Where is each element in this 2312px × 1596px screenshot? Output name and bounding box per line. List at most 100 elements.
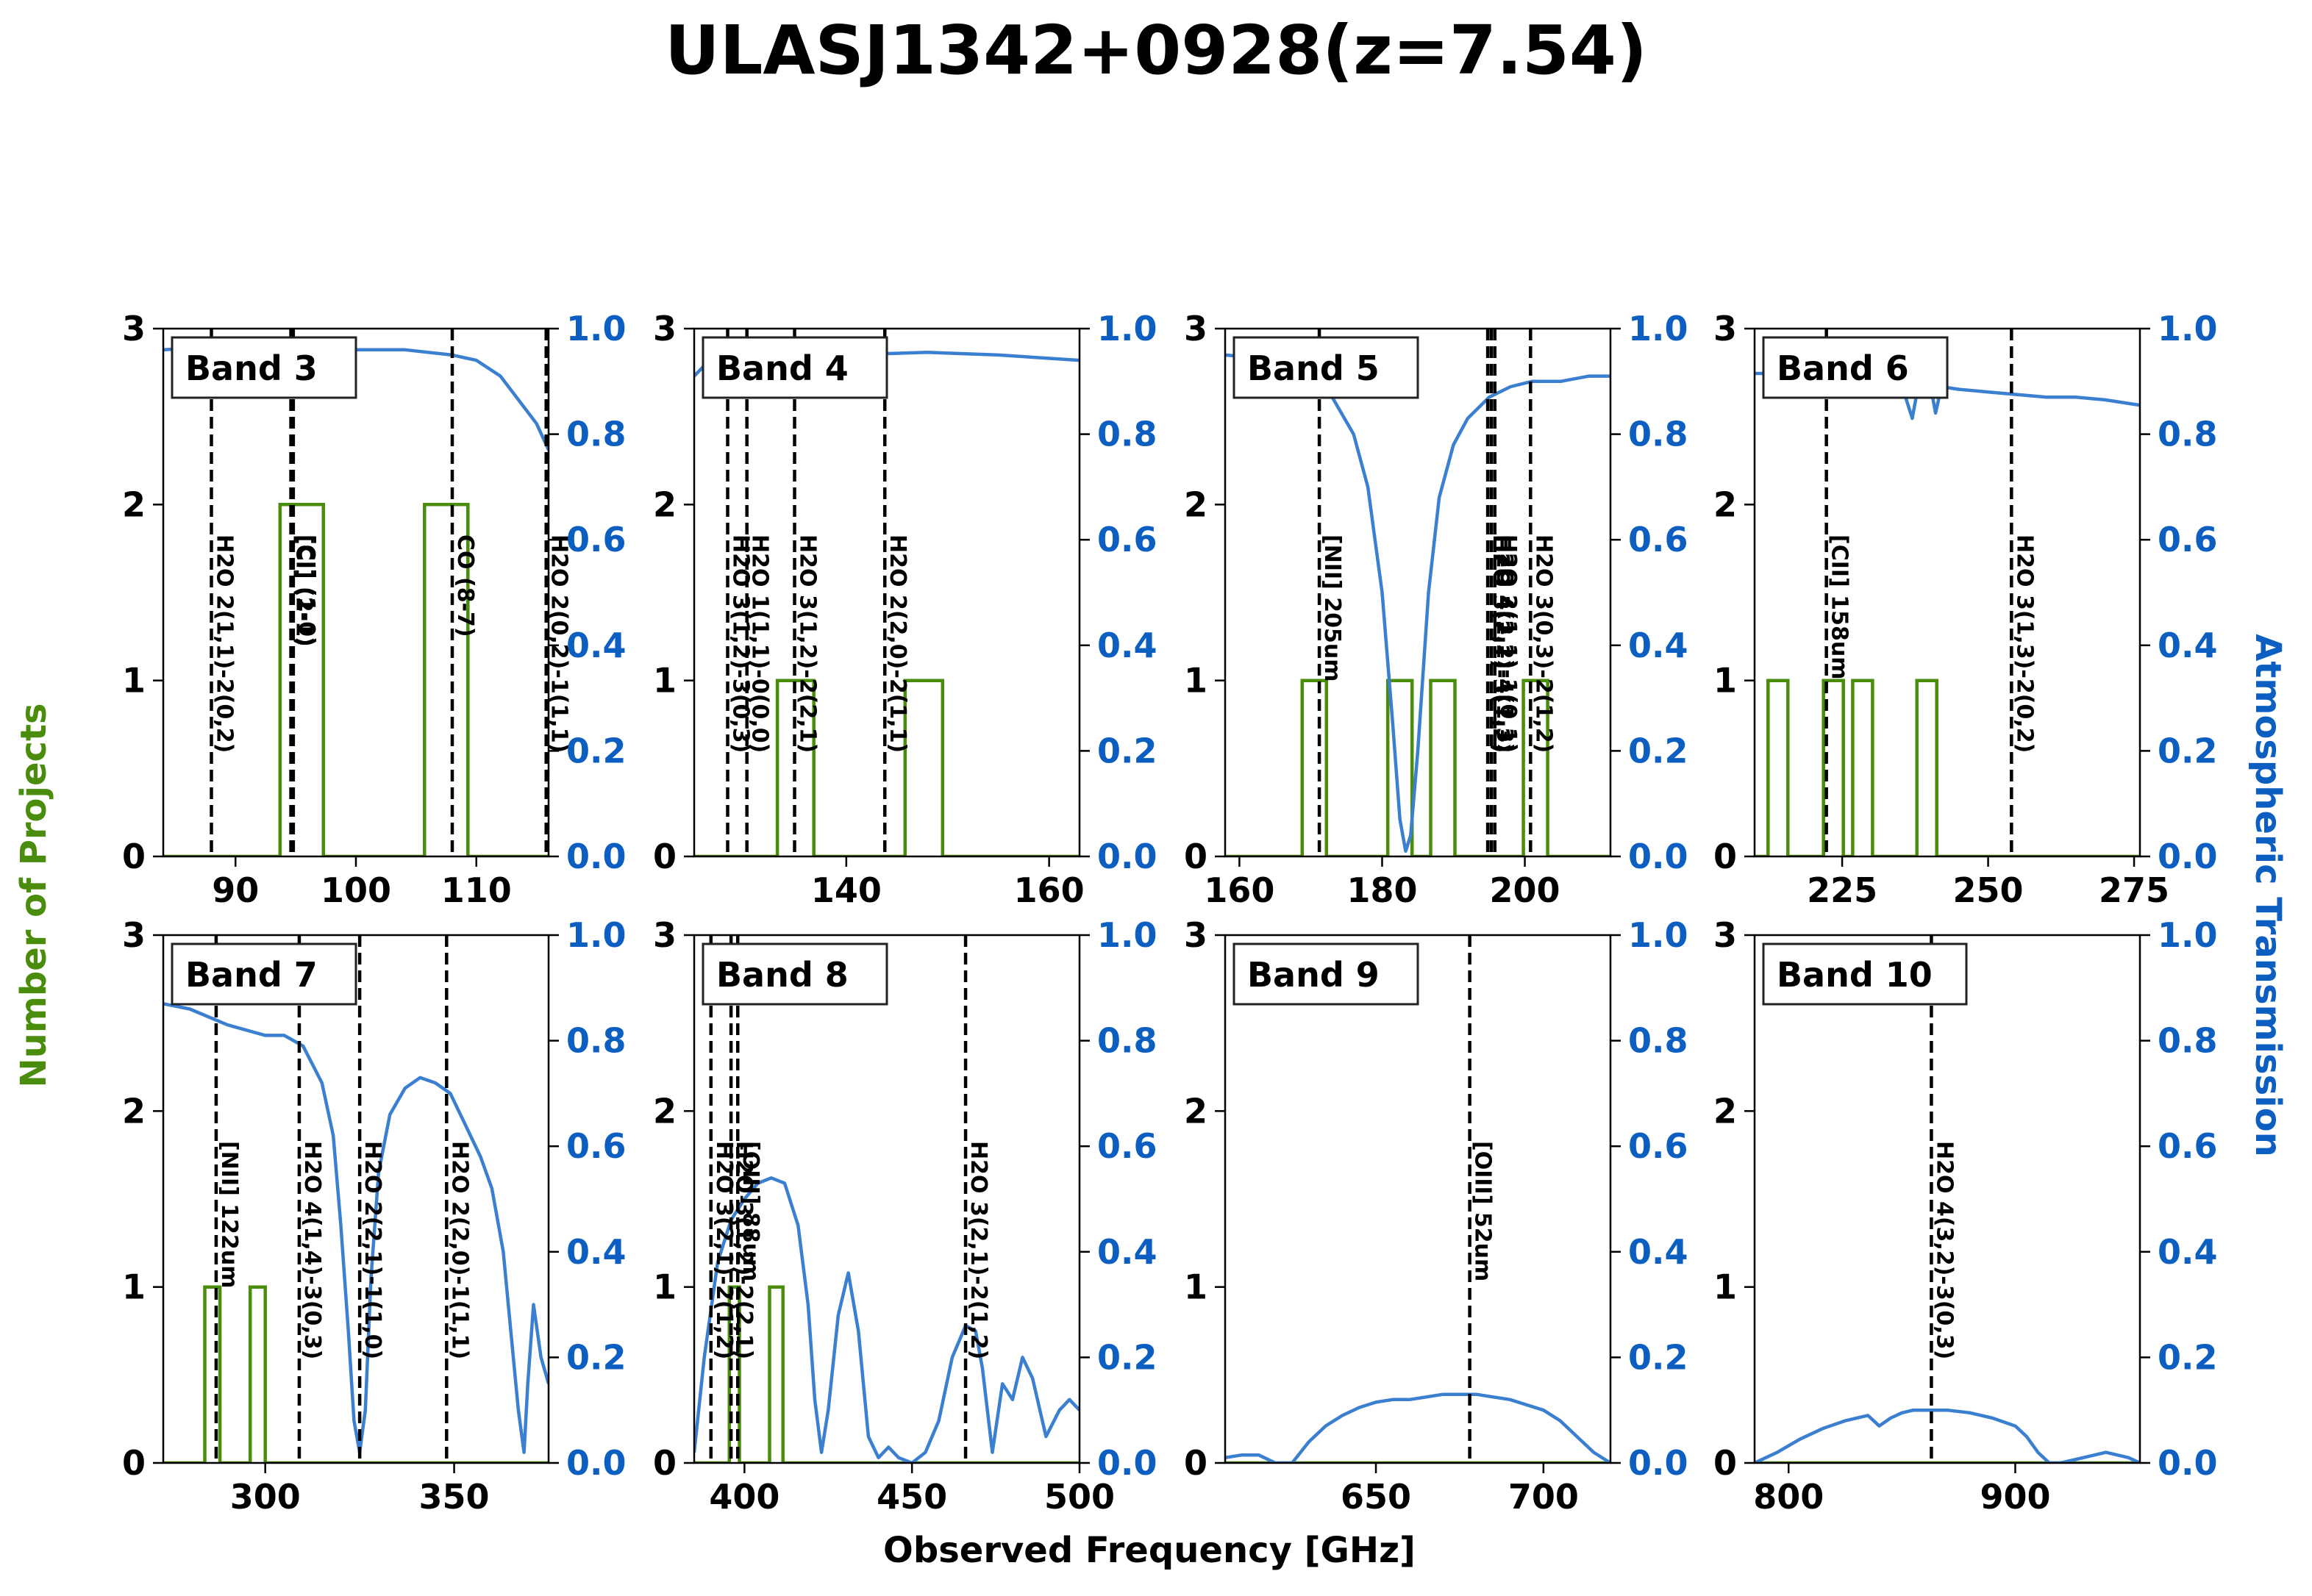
band-7-line-label-1: H2O 4(1,4)-3(0,3) [299,1141,325,1359]
band-4-xtick-label-0: 140 [811,870,882,910]
band-6-ytick-right-label-5: 1.0 [2158,309,2218,348]
panel-band-5: [NII] 205um H2O 3(2,1)-3(1,2)H2O 4(2,2)-4… [1184,309,1688,910]
band-6-label-box [1762,336,1949,399]
band-3-xtick-label-0: 90 [212,870,259,910]
band-6-line-label-1: H2O 3(1,3)-2(0,2) [2011,534,2037,753]
band-10-ytick-right-label-5: 1.0 [2158,915,2218,955]
band-8-ytick-left-label-1: 1 [653,1267,677,1307]
band-4-ytick-right-label-3: 0.6 [1097,520,1157,559]
band-8-plot-area [694,935,1080,1463]
band-10-xtick-label-0: 800 [1753,1477,1824,1517]
band-5-ytick-right-label-1: 0.2 [1628,731,1688,770]
band-7-ytick-right-label-5: 1.0 [566,915,627,955]
band-6-line-label-0: [CII] 158um [1827,534,1852,679]
band-8-label: Band 8 [716,955,849,995]
band-8-ytick-right-label-1: 0.2 [1097,1337,1157,1377]
band-7-ytick-right-label-4: 0.8 [566,1021,627,1061]
band-4-ytick-right-label-0: 0.0 [1097,837,1157,876]
band-10-ytick-right-label-2: 0.4 [2158,1232,2218,1272]
band-6-ytick-right-label-0: 0.0 [2158,837,2218,876]
band-4-line-label-1: H2O 1(1,1)-0(0,0) [747,534,773,753]
band-3-line-label-2: [CI] (1-0) [293,534,319,647]
band-4-frame [693,327,1081,858]
band-9-line-label-0: [OIII] 52um [1470,1141,1496,1281]
band-8-ytick-left-label-0: 0 [653,1443,677,1483]
band-4-ytick-left-label-3: 3 [653,309,677,348]
band-7-ytick-left-label-0: 0 [122,1443,146,1483]
panel-band-6: [CII] 158um H2O 3(1,3)-2(0,2) Band 6 225 250… [1713,309,2218,910]
band-9-ytick-right-label-5: 1.0 [1628,915,1688,955]
band-9-label-box [1232,942,1419,1006]
band-4-ytick-left-label-2: 2 [653,484,677,524]
band-3-xtick-label-2: 110 [441,870,512,910]
left-y-axis-label: Number of Projects [13,703,54,1087]
band-7-plot-area [163,935,549,1463]
band-3-ytick-left-label-0: 0 [122,837,146,876]
band-8-ytick-right-label-5: 1.0 [1097,915,1157,955]
band-7-line-label-3: H2O 2(2,0)-1(1,1) [446,1141,472,1359]
panel-band-7: [NII] 122um H2O 4(1,4)-3(0,3) H2O 2(2,1)-1… [122,915,627,1517]
band-9-ytick-left-label-3: 3 [1184,915,1207,955]
band-7-label-box [171,942,357,1006]
band-9-ytick-left-label-1: 1 [1184,1267,1207,1307]
band-8-ytick-left-label-2: 2 [653,1091,677,1131]
band-7-transmission-series [163,1002,549,1454]
band-9-xtick-label-0: 650 [1341,1477,1411,1517]
band-5-ytick-right-label-3: 0.6 [1628,520,1688,559]
panels: H2O 2(1,1)-2(0,2) [CI] (2-1)[CI] (1-0) CO … [122,309,2218,1517]
band-6-ytick-right-label-2: 0.4 [2158,626,2218,665]
band-5-line-label-1: H2O 3(2,1)-3(1,2) [1488,534,1513,753]
band-5-projects-series [1225,679,1610,856]
band-8-xtick-label-0: 400 [709,1477,779,1517]
band-4-line-label-2: H2O 3(1,2)-2(2,1) [795,534,821,753]
band-4-ytick-right-label-2: 0.4 [1097,626,1157,665]
band-10-frame [1753,934,2141,1464]
band-5-xtick-label-0: 160 [1204,870,1274,910]
band-5-ytick-left-label-2: 2 [1184,484,1207,524]
band-5-xtick-label-1: 180 [1346,870,1417,910]
band-9-plot-area [1225,935,1610,1463]
band-6-ytick-right-label-4: 0.8 [2158,415,2218,454]
band-3-ytick-left-label-3: 3 [122,309,146,348]
band-8-line-label-0: H2O 3(2,1)-2(1,2) [711,1141,737,1359]
band-4-ytick-right-label-5: 1.0 [1097,309,1157,348]
band-7-projects-series [163,1285,549,1463]
band-9-ytick-left-label-2: 2 [1184,1091,1207,1131]
band-5-ytick-left-label-3: 3 [1184,309,1207,348]
band-8-ytick-right-label-4: 0.8 [1097,1021,1157,1061]
band-5-line-label-0: [NII] 205um [1319,534,1345,682]
band-5-line-label-4: H2O 3(0,3)-2(1,2) [1530,534,1556,753]
band-4-label: Band 4 [716,348,849,388]
band-7-ytick-left-label-1: 1 [122,1267,146,1307]
band-7-ytick-left-label-2: 2 [122,1091,146,1131]
band-10-line-label-0: H2O 4(3,2)-3(0,3) [1931,1141,1957,1359]
band-8-line-label-1: H2O 3(1,2)-2(2,1) [731,1141,757,1359]
band-8-line-label-3: H2O 3(2,1)-2(1,2) [966,1141,991,1359]
band-9-ytick-right-label-3: 0.6 [1628,1126,1688,1166]
band-5-line-label-3: H2O 2(1,1)-1(0,1) [1495,534,1521,753]
band-5-line-label-2: H2O 4(2,2)-4(1,3) [1491,534,1517,753]
band-9-label: Band 9 [1247,955,1380,995]
band-3-ytick-left-label-2: 2 [122,484,146,524]
band-3-line-label-3: CO (8-7) [452,534,478,637]
band-6-xtick-label-2: 275 [2099,870,2169,910]
band-10-transmission-series [1755,1408,2140,1463]
band-6-ytick-left-label-2: 2 [1713,484,1737,524]
band-3-ytick-right-label-5: 1.0 [566,309,627,348]
x-axis-label: Observed Frequency [GHz] [883,1530,1416,1571]
band-4-projects-series [694,679,1080,856]
band-4-ytick-left-label-1: 1 [653,661,677,701]
band-10-ytick-left-label-0: 0 [1713,1443,1737,1483]
band-10-label: Band 10 [1777,955,1933,995]
band-3-ytick-left-label-1: 1 [122,661,146,701]
panel-band-9: [OIII] 52um Band 9 650 700 0 1 2 3 0.0 0.2 0.4 0.6 0… [1184,915,1688,1517]
band-3-ytick-right-label-0: 0.0 [566,837,627,876]
band-9-ytick-right-label-1: 0.2 [1628,1337,1688,1377]
band-4-ytick-left-label-0: 0 [653,837,677,876]
band-9-xtick-label-1: 700 [1508,1477,1579,1517]
band-6-xtick-label-0: 225 [1807,870,1877,910]
band-6-frame [1753,327,2141,858]
band-5-ytick-left-label-1: 1 [1184,661,1207,701]
band-8-xtick-label-2: 500 [1044,1477,1115,1517]
